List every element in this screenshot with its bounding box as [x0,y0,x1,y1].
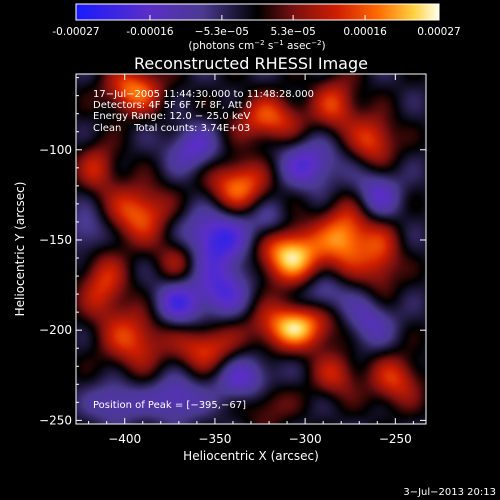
colorbar-units: (photons cm−2 s−1 asec−2) [188,39,325,52]
colorbar-tick-label: −5.3e−05 [195,26,249,38]
colorbar-gradient [75,3,440,21]
footer-timestamp: 3−Jul−2013 20:13 [403,487,496,498]
chart-title: Reconstructed RHESSI Image [134,54,368,73]
colorbar: -0.00027 -0.00016 −5.3e−05 5.3e−05 0.00016 0.… [52,3,461,52]
x-tick-label: −300 [289,432,322,446]
annotations: 17−Jul−2005 11:44:30.000 to 11:48:28.000… [93,89,314,411]
y-tick-label: −200 [39,323,72,337]
x-tick-label: −400 [108,432,141,446]
colorbar-tick-label: -0.00027 [52,26,99,38]
axis-ticks: −400 −350 −300 −250 −250 −200 −150 −100 [39,74,426,446]
y-axis-label: Heliocentric Y (arcsec) [13,182,27,317]
annotation-clean: Clean Total counts: 3.74E+03 [93,123,250,134]
annotation-energy: Energy Range: 12.0 − 25.0 keV [93,111,250,122]
x-axis-label: Heliocentric X (arcsec) [183,449,319,463]
y-tick-label: −100 [39,143,72,157]
x-tick-label: −350 [198,432,231,446]
colorbar-ticks: -0.00027 -0.00016 −5.3e−05 5.3e−05 0.00016 0.… [52,15,461,38]
y-tick-label: −250 [39,413,72,427]
colorbar-tick-label: -0.00016 [126,26,174,38]
heatmap-image [76,74,426,424]
annotation-time: 17−Jul−2005 11:44:30.000 to 11:48:28.000 [93,89,314,100]
annotation-peak: Position of Peak = [−395,−67] [93,400,246,411]
colorbar-tick-label: 0.00027 [417,26,460,38]
annotation-detectors: Detectors: 4F 5F 6F 7F 8F, Att 0 [93,100,252,111]
colorbar-tick-label: 5.3e−05 [270,26,315,38]
colorbar-tick-label: 0.00016 [343,26,387,38]
x-tick-label: −250 [379,432,412,446]
y-tick-label: −150 [39,233,72,247]
